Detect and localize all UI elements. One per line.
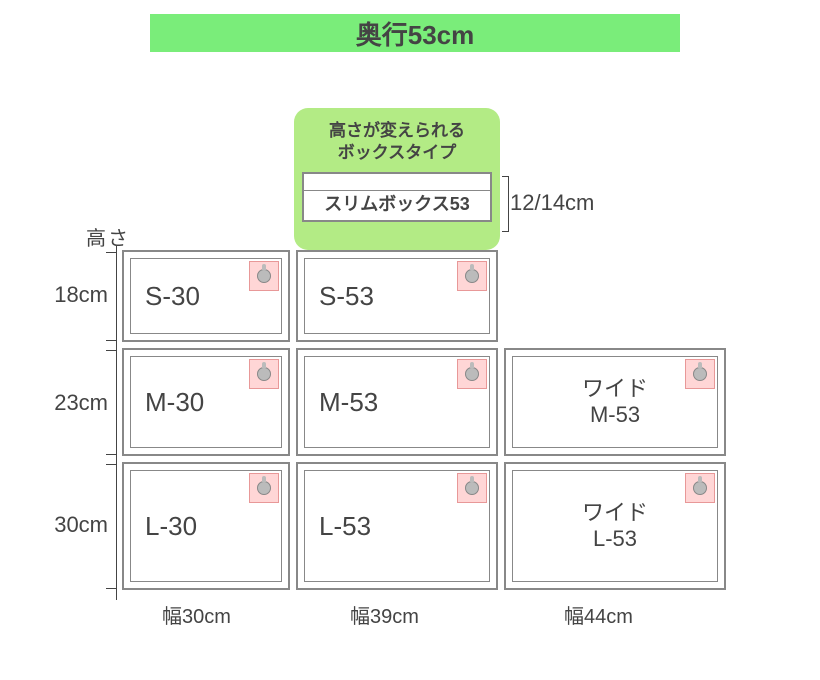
product-inner: S-53 — [304, 258, 490, 334]
row-tick-2b — [106, 588, 116, 589]
col-label-2: 幅44cm — [564, 600, 633, 629]
featured-line1: 高さが変えられる — [329, 121, 465, 140]
axis-vline — [116, 246, 117, 600]
product-label: M-30 — [145, 387, 204, 418]
caster-icon — [249, 261, 279, 291]
product-inner: L-30 — [130, 470, 282, 582]
row-label-2: 30cm — [38, 512, 108, 538]
wide-line1: ワイド — [582, 500, 648, 525]
caster-icon — [685, 473, 715, 503]
product-inner: L-53 — [304, 470, 490, 582]
featured-box: 高さが変えられる ボックスタイプ スリムボックス53 — [294, 108, 500, 250]
wide-line2: M-53 — [590, 402, 640, 427]
product-s-30[interactable]: S-30 — [122, 250, 290, 342]
product-inner: S-30 — [130, 258, 282, 334]
row-tick-0t — [106, 252, 116, 253]
product-label: ワイド L-53 — [513, 500, 717, 553]
product-m-53[interactable]: M-53 — [296, 348, 498, 456]
product-l-53[interactable]: L-53 — [296, 462, 498, 590]
product-wide-m-53[interactable]: ワイド M-53 — [504, 348, 726, 456]
col-label-0: 幅30cm — [162, 600, 231, 629]
featured-text: 高さが変えられる ボックスタイプ — [329, 120, 465, 164]
row-tick-1b — [106, 454, 116, 455]
product-label: M-53 — [319, 387, 378, 418]
product-s-53[interactable]: S-53 — [296, 250, 498, 342]
title-text: 奥行53cm — [356, 15, 475, 52]
product-label: S-53 — [319, 281, 374, 312]
row-label-0: 18cm — [38, 282, 108, 308]
row-tick-2t — [106, 464, 116, 465]
caster-icon — [249, 359, 279, 389]
wide-line1: ワイド — [582, 376, 648, 401]
caster-icon — [457, 261, 487, 291]
product-m-30[interactable]: M-30 — [122, 348, 290, 456]
featured-divider — [304, 190, 490, 191]
product-inner: M-53 — [304, 356, 490, 448]
featured-bracket — [502, 176, 509, 232]
featured-product-box[interactable]: スリムボックス53 — [302, 172, 492, 222]
row-tick-0b — [106, 340, 116, 341]
height-axis-label: 高さ — [86, 222, 130, 251]
product-label: L-53 — [319, 511, 371, 542]
product-label: S-30 — [145, 281, 200, 312]
featured-product-label: スリムボックス53 — [324, 190, 469, 216]
product-label: L-30 — [145, 511, 197, 542]
product-inner: ワイド M-53 — [512, 356, 718, 448]
product-wide-l-53[interactable]: ワイド L-53 — [504, 462, 726, 590]
product-inner: M-30 — [130, 356, 282, 448]
col-label-1: 幅39cm — [350, 600, 419, 629]
featured-line2: ボックスタイプ — [338, 143, 457, 162]
caster-icon — [457, 473, 487, 503]
product-l-30[interactable]: L-30 — [122, 462, 290, 590]
caster-icon — [249, 473, 279, 503]
featured-dimension: 12/14cm — [510, 190, 594, 216]
row-tick-1t — [106, 350, 116, 351]
wide-line2: L-53 — [593, 526, 637, 551]
caster-icon — [457, 359, 487, 389]
title-bar: 奥行53cm — [150, 14, 680, 52]
row-label-1: 23cm — [38, 390, 108, 416]
caster-icon — [685, 359, 715, 389]
product-inner: ワイド L-53 — [512, 470, 718, 582]
